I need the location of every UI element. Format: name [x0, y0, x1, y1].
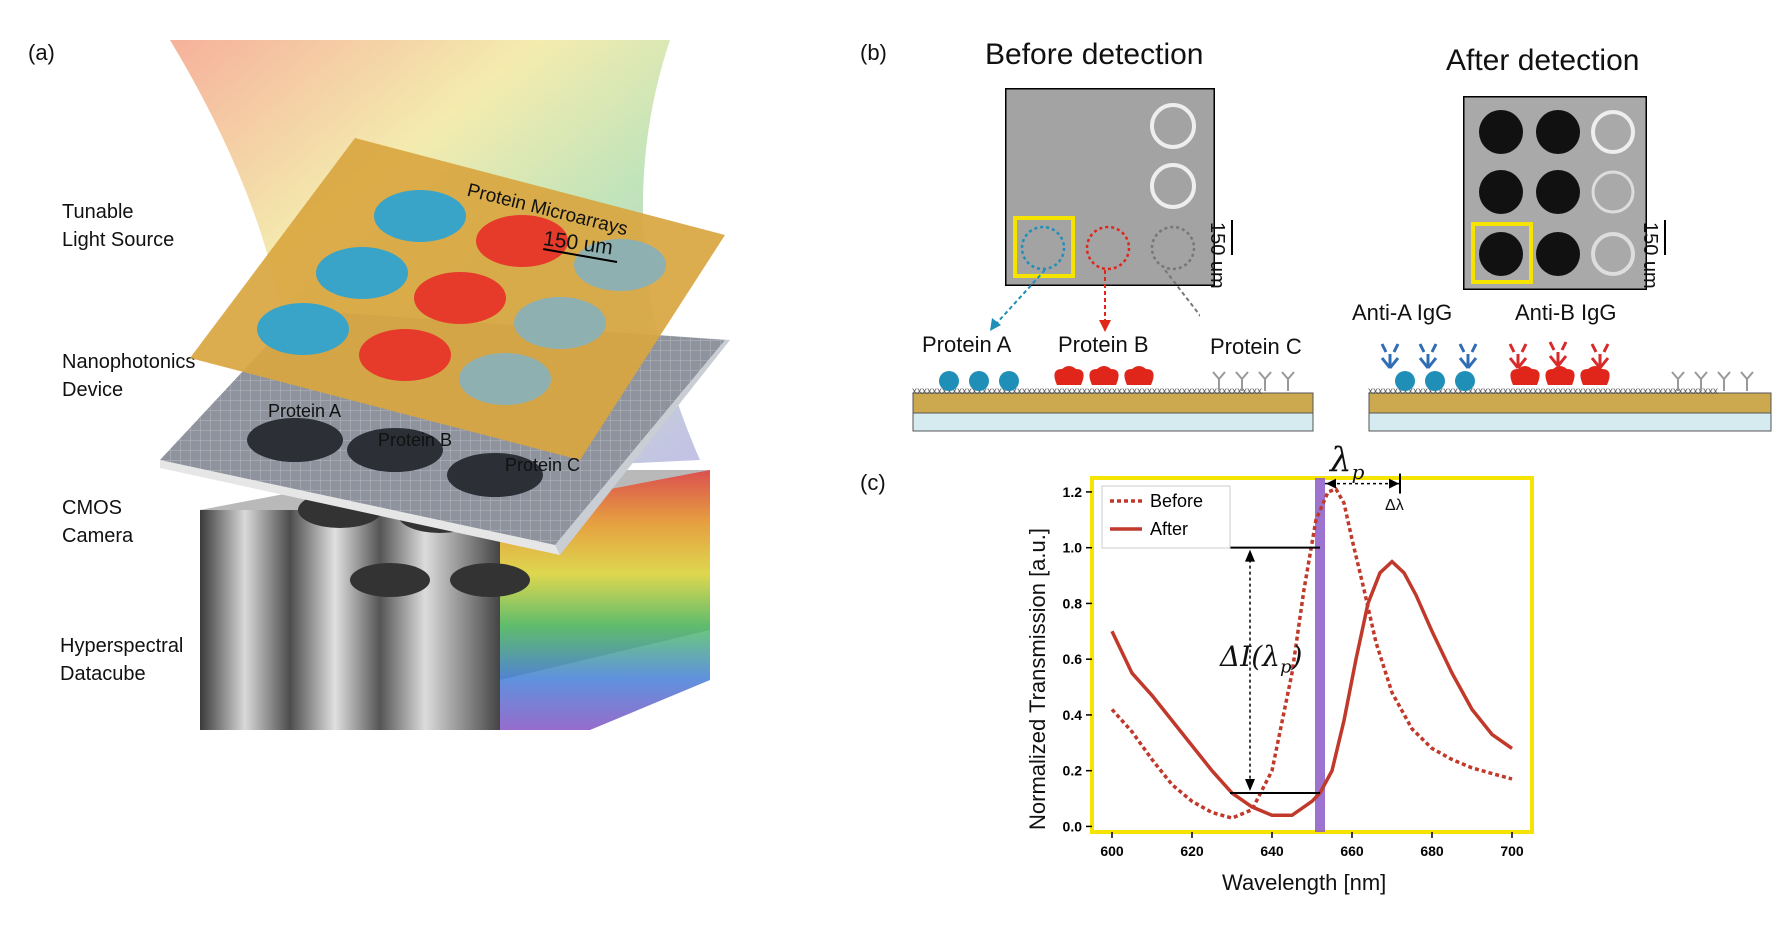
layer-label-datacube: Hyperspectral Datacube [60, 635, 184, 685]
substrate-label-protein-a: Protein A [922, 332, 1012, 357]
substrate-label-protein-c: Protein C [1210, 334, 1302, 359]
schematic-illustration [160, 40, 730, 730]
after-scale-label: 150 um [1639, 222, 1661, 289]
x-tick-label-620: 620 [1180, 843, 1204, 859]
after-detection-image [1463, 96, 1647, 290]
spot-a2 [316, 247, 408, 299]
spot-a3 [257, 303, 349, 355]
nanophotonic-device [190, 138, 725, 460]
series-line-before [1110, 486, 1513, 820]
label-anti-a-igg: Anti-A IgG [1352, 300, 1453, 325]
panel-b-label: (b) [860, 40, 887, 65]
y-tick-label-0.4: 0.4 [1063, 707, 1083, 723]
spot-c1 [574, 239, 666, 291]
before-scale-label: 150 um [1206, 222, 1228, 289]
panel-a-label: (a) [28, 40, 55, 65]
before-scale-bar [1231, 220, 1233, 255]
y-tick-label-0.6: 0.6 [1063, 651, 1083, 667]
legend-label-after: After [1150, 519, 1188, 539]
highlight-box-after [1471, 222, 1533, 284]
spot-a1 [374, 190, 466, 242]
y-tick-label-1.2: 1.2 [1063, 484, 1083, 500]
spot-b1 [476, 215, 568, 267]
microarray-label-protein-c: Protein C [505, 455, 581, 475]
x-tick-label-660: 660 [1340, 843, 1364, 859]
spectrum-chart: 600 620 640 660 680 700 0.0 0.2 0.4 0.6 0.8 1.0 1.2 B… [1030, 473, 1560, 859]
x-tick-label-640: 640 [1260, 843, 1284, 859]
chart-frame [1090, 476, 1534, 834]
microarray-label-protein-a: Protein A [268, 401, 342, 421]
delta-i-arrowhead-bottom [1245, 778, 1255, 791]
delta-lambda-arrowhead-right [1389, 478, 1399, 489]
before-detection-image [1005, 88, 1215, 286]
y-tick-label-0.8: 0.8 [1063, 595, 1083, 611]
series-line-after [1110, 559, 1514, 818]
scale-bar-line [542, 248, 618, 263]
spectrum-chart-svg: 600 620 640 660 680 700 0.0 0.2 0.4 0.6 0.8 1.0 1.2 B… [1063, 473, 1534, 859]
highlight-box-before [1013, 216, 1075, 278]
spot-b2 [414, 272, 506, 324]
chart-ylabel: Normalized Transmission [a.u.] [1025, 528, 1050, 830]
delta-lambda-arrowhead-left [1326, 478, 1336, 489]
lambda-p-band [1315, 478, 1325, 832]
spot-b3 [359, 329, 451, 381]
substrate-after: xxxxxxxxxxxxxxxxxxxxxxxxxxxxxxxxxxxxxxxx… [1368, 341, 1772, 432]
delta-i-annotation: ΔI(λp) [1220, 640, 1303, 678]
y-tick-label-0.2: 0.2 [1063, 763, 1083, 779]
before-detection-title: Before detection [985, 38, 1204, 71]
layer-label-camera: CMOS Camera [62, 497, 134, 547]
chart-xlabel: Wavelength [nm] [1222, 870, 1387, 895]
x-tick-label-600: 600 [1100, 843, 1124, 859]
layer-label-device: Nanophotonics Device [62, 351, 196, 401]
label-anti-b-igg: Anti-B IgG [1515, 300, 1617, 325]
panel-c-label: (c) [860, 470, 886, 495]
lambda-p-annotation: λp [1330, 440, 1365, 484]
after-scale-bar [1664, 220, 1666, 255]
layer-label-light-source: Tunable Light Source [62, 201, 175, 251]
delta-i-arrowhead-top [1245, 549, 1255, 562]
x-tick-label-700: 700 [1500, 843, 1524, 859]
delta-lambda-annotation: Δλ [1385, 497, 1404, 514]
substrate-label-protein-b: Protein B [1058, 332, 1149, 357]
after-detection-title: After detection [1446, 44, 1640, 77]
spot-c3 [459, 353, 551, 405]
svg-text:xxxxxxxxxxxxxxxxxxxxxxxxxxxxxx: xxxxxxxxxxxxxxxxxxxxxxxxxxxxxxxxxxxxxxxx… [912, 386, 1262, 397]
svg-text:xxxxxxxxxxxxxxxxxxxxxxxxxxxxxx: xxxxxxxxxxxxxxxxxxxxxxxxxxxxxxxxxxxxxxxx… [1368, 386, 1718, 397]
protein-arrows [990, 270, 1200, 332]
spot-c2 [514, 297, 606, 349]
substrate-before: xxxxxxxxxxxxxxxxxxxxxxxxxxxxxxxxxxxxxxxx… [912, 366, 1314, 432]
y-tick-label-0.0: 0.0 [1063, 818, 1083, 834]
legend-label-before: Before [1150, 491, 1203, 511]
legend-box [1101, 485, 1231, 549]
microarray-label-protein-b: Protein B [378, 430, 453, 450]
x-tick-label-680: 680 [1420, 843, 1444, 859]
y-tick-label-1.0: 1.0 [1063, 540, 1083, 556]
